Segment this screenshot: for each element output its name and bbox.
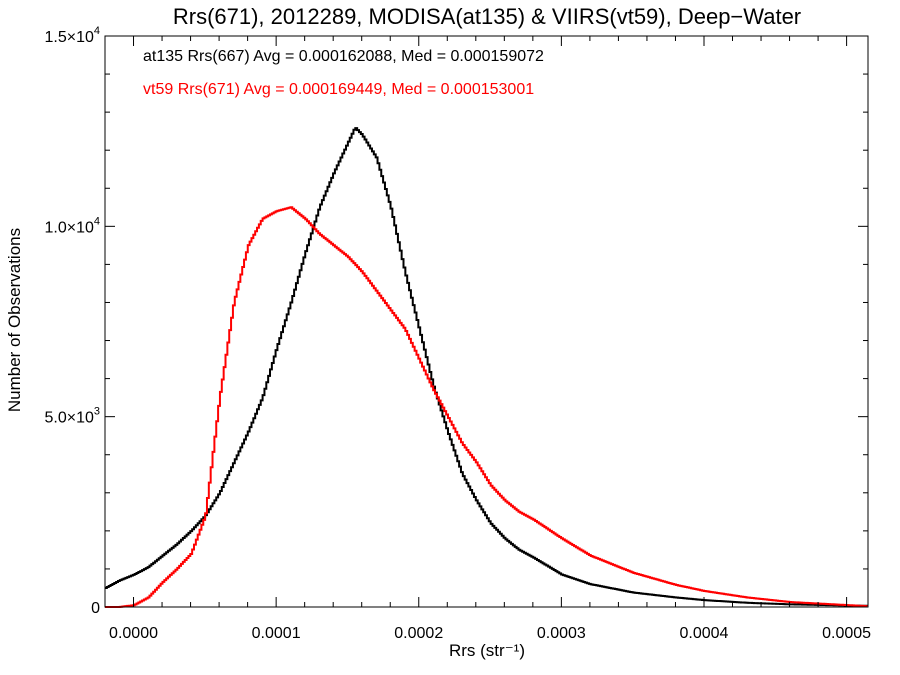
x-tick-label: 0.0000 — [109, 625, 158, 642]
plot-frame — [104, 35, 869, 608]
legend-entry-at135: at135 Rrs(667) Avg = 0.000162088, Med = … — [143, 48, 544, 65]
y-axis-label: Number of Observations — [5, 228, 24, 412]
x-tick-label: 0.0005 — [822, 625, 871, 642]
x-tick-label: 0.0003 — [537, 625, 586, 642]
plot-area: 0.0000 0.0001 0.0002 0.0003 0.0004 0.0005 0 5.0… — [44, 25, 871, 642]
y-tick-label: 5.0×103 — [44, 406, 100, 427]
x-axis-label: Rrs (str⁻¹) — [449, 641, 525, 660]
x-tick-label: 0.0004 — [680, 625, 729, 642]
series-line-0 — [105, 127, 868, 607]
y-tick-label: 1.5×104 — [44, 25, 100, 46]
y-tick-label: 0 — [91, 600, 100, 617]
series-line-1 — [105, 206, 868, 608]
x-tick-label: 0.0001 — [252, 625, 301, 642]
y-tick-label: 1.0×104 — [44, 215, 100, 236]
x-tick-label: 0.0002 — [394, 625, 443, 642]
legend-entry-vt59: vt59 Rrs(671) Avg = 0.000169449, Med = 0… — [143, 81, 534, 98]
chart-title: Rrs(671), 2012289, MODISA(at135) & VIIRS… — [173, 4, 801, 29]
